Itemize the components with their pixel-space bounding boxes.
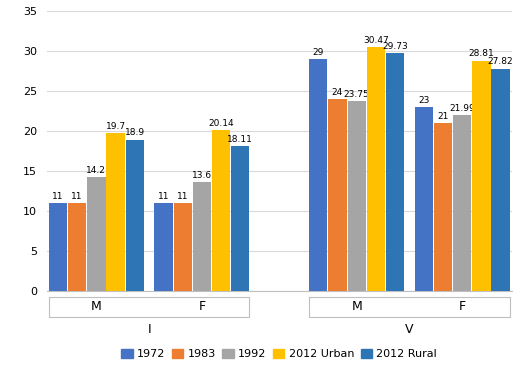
Text: F: F	[459, 300, 466, 313]
Bar	[348, 101, 366, 291]
Bar	[386, 53, 404, 291]
Bar	[68, 203, 86, 291]
Text: 29: 29	[313, 48, 324, 57]
Text: 28.81: 28.81	[469, 49, 494, 58]
Bar	[155, 203, 173, 291]
Text: 27.82: 27.82	[488, 57, 514, 66]
Bar	[193, 182, 211, 291]
Bar	[126, 140, 144, 291]
Text: V: V	[405, 323, 413, 336]
Text: M: M	[91, 300, 102, 313]
Bar	[414, 107, 433, 291]
Text: 21: 21	[437, 112, 448, 121]
Text: 11: 11	[72, 192, 83, 201]
Text: 11: 11	[177, 192, 188, 201]
Bar	[231, 146, 250, 291]
Bar	[491, 69, 509, 291]
Text: I: I	[147, 323, 151, 336]
Text: 24: 24	[332, 88, 343, 97]
Bar	[434, 123, 452, 291]
Text: 29.73: 29.73	[382, 42, 408, 51]
Bar	[309, 59, 327, 291]
Text: 11: 11	[52, 192, 64, 201]
Bar	[328, 99, 347, 291]
Text: 14.2: 14.2	[87, 166, 106, 175]
Text: 13.6: 13.6	[192, 171, 212, 180]
Text: F: F	[198, 300, 206, 313]
Bar	[49, 203, 67, 291]
Text: 11: 11	[158, 192, 169, 201]
Bar	[367, 47, 385, 291]
Bar	[212, 130, 230, 291]
Legend: 1972, 1983, 1992, 2012 Urban, 2012 Rural: 1972, 1983, 1992, 2012 Urban, 2012 Rural	[117, 344, 442, 364]
Text: 30.47: 30.47	[363, 36, 389, 45]
Text: 18.11: 18.11	[228, 135, 253, 144]
Bar	[173, 203, 192, 291]
Text: 21.99: 21.99	[449, 104, 475, 113]
Bar	[106, 134, 125, 291]
Bar	[87, 178, 105, 291]
Text: 23.75: 23.75	[344, 90, 370, 99]
Bar	[453, 115, 471, 291]
Bar	[472, 61, 491, 291]
Text: 20.14: 20.14	[208, 119, 234, 128]
Text: 19.7: 19.7	[105, 122, 126, 131]
Text: M: M	[351, 300, 362, 313]
Text: 18.9: 18.9	[125, 128, 145, 138]
Text: 23: 23	[418, 96, 430, 105]
